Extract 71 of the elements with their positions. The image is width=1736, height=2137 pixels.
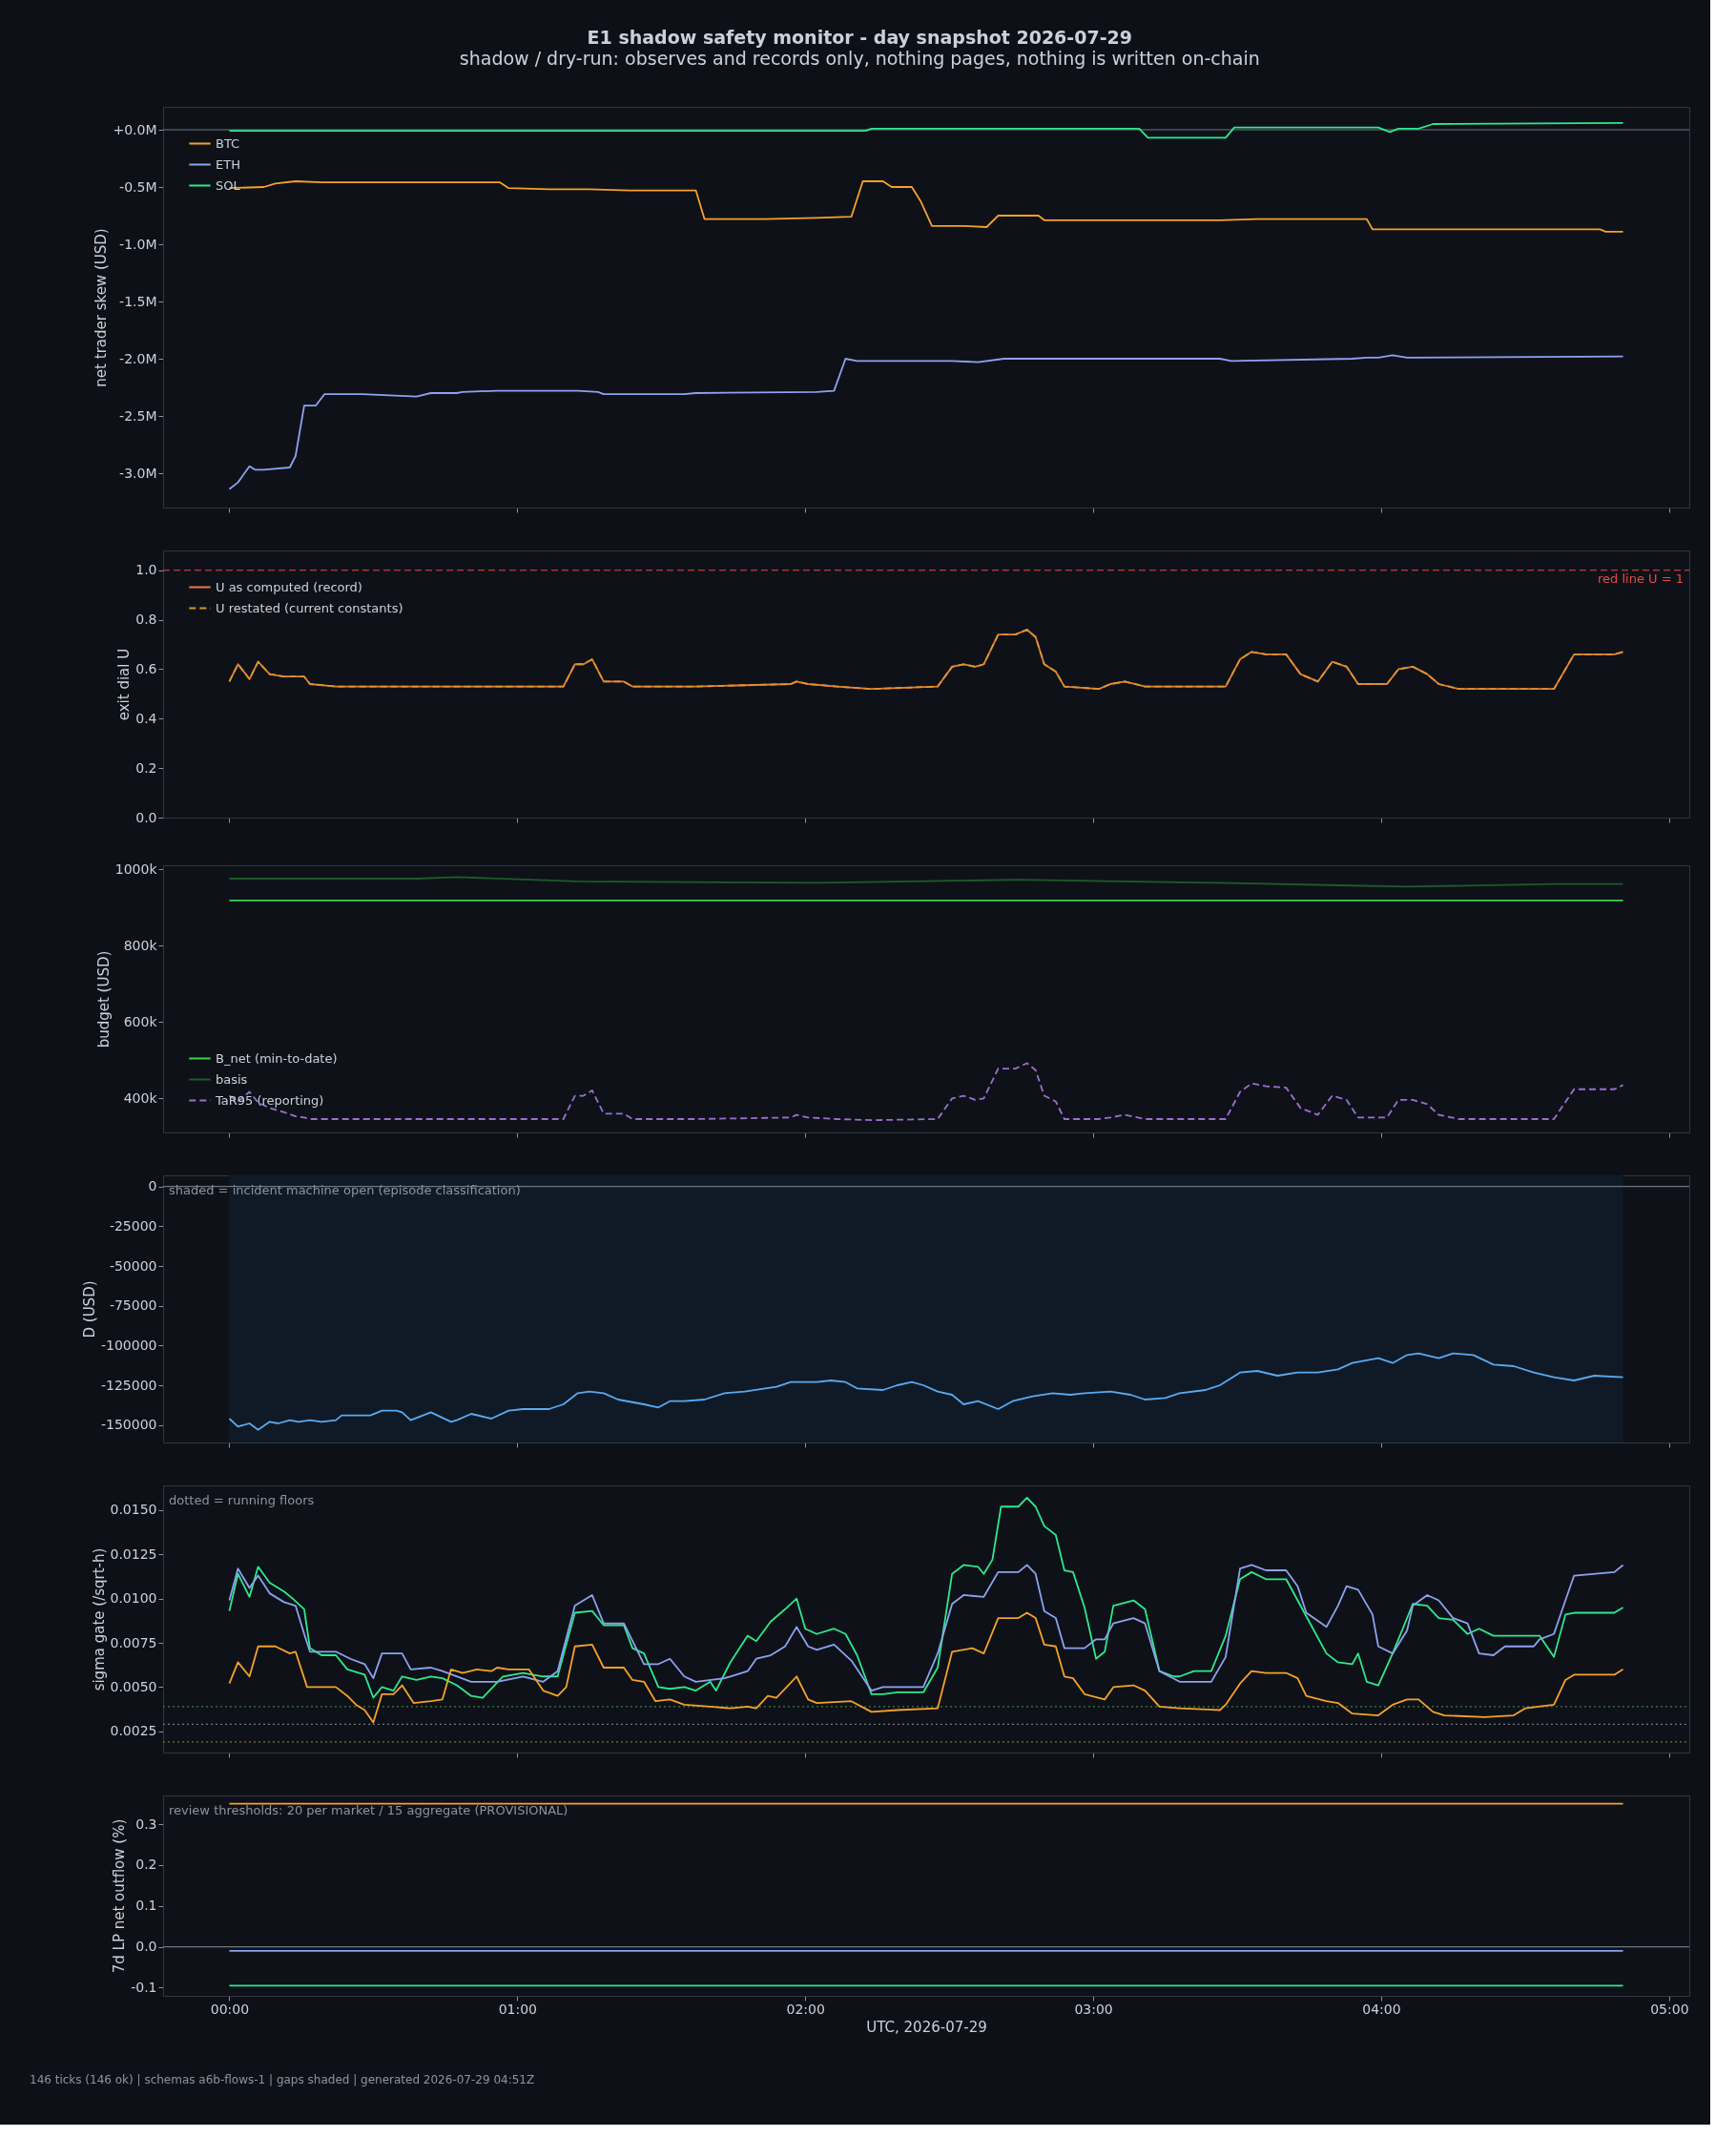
x-tick-label: 00:00 — [210, 2001, 250, 2017]
y-tick-label: 0.6 — [135, 660, 157, 676]
y-tick-label: 0.0150 — [110, 1502, 157, 1518]
y-tick-label: 600k — [123, 1013, 158, 1029]
y-axis-title: D (USD) — [81, 1280, 98, 1338]
y-tick-label: 0.0025 — [110, 1723, 157, 1739]
legend-label: B_net (min-to-date) — [216, 1050, 338, 1066]
x-tick-label: 04:00 — [1362, 2001, 1401, 2017]
y-tick-label: -3.0M — [119, 465, 157, 481]
legend-label: basis — [216, 1071, 248, 1087]
line-series — [228, 354, 1624, 490]
y-tick-label: -0.5M — [119, 178, 157, 195]
y-axis-title: sigma gate (/sqrt-h) — [90, 1547, 108, 1691]
y-tick-label: -1.0M — [119, 236, 157, 252]
y-tick-label: +0.0M — [113, 121, 157, 137]
chart-subtitle: shadow / dry-run: observes and records only, nothing pages, nothing is written on-chain — [459, 47, 1260, 69]
y-axis-title: budget (USD) — [94, 950, 113, 1048]
text: 146 ticks (146 ok) | schemas a6b-flows-1 | gaps shaded | generated 2026-07-29 04:51Z — [30, 2073, 535, 2086]
y-tick-label: 0.2 — [135, 759, 157, 776]
y-tick-label: -2.0M — [119, 350, 157, 366]
legend-label: TaR95 (reporting) — [215, 1092, 324, 1108]
x-tick-label: 05:00 — [1650, 2001, 1689, 2017]
annotation: dotted = running floors — [169, 1493, 315, 1507]
y-tick-label: -100000 — [101, 1337, 157, 1353]
y-tick-label: 1.0 — [135, 562, 157, 578]
line-series — [228, 1352, 1624, 1431]
legend-label: U restated (current constants) — [216, 600, 403, 615]
y-tick-label: 0.0 — [135, 1939, 157, 1955]
y-tick-label: 0.0 — [135, 809, 157, 825]
line-series — [228, 1611, 1624, 1724]
y-tick-label: 1000k — [114, 861, 158, 877]
x-axis-title: UTC, 2026-07-29 — [866, 2018, 987, 2036]
legend-label: BTC — [216, 135, 240, 151]
x-tick-label: 01:00 — [498, 2001, 537, 2017]
y-tick-label: 0.0075 — [110, 1634, 157, 1650]
legend-label: ETH — [216, 156, 240, 172]
y-tick-label: -125000 — [101, 1377, 157, 1393]
line-series — [228, 121, 1624, 139]
y-axis-title: net trader skew (USD) — [93, 228, 111, 387]
y-tick-label: -2.5M — [119, 407, 157, 424]
legend-label: SOL — [216, 177, 241, 193]
y-tick-label: 400k — [123, 1089, 158, 1106]
y-tick-label: 800k — [123, 937, 158, 953]
line-series — [228, 1497, 1624, 1699]
y-tick-label: 0.1 — [135, 1898, 157, 1914]
y-tick-label: 0.4 — [135, 710, 157, 726]
y-axis-title: exit dial U — [115, 648, 134, 721]
y-tick-label: 0 — [148, 1178, 157, 1194]
y-tick-label: -25000 — [109, 1217, 157, 1234]
band-label: shaded = incident machine open (episode classification) — [169, 1183, 521, 1197]
y-tick-label: 0.0100 — [110, 1590, 157, 1607]
y-tick-label: 0.2 — [135, 1857, 157, 1873]
y-tick-label: -1.5M — [119, 293, 157, 309]
y-tick-label: 0.0125 — [110, 1546, 157, 1562]
y-axis-title: 7d LP net outflow (%) — [111, 1818, 129, 1974]
x-tick-label: 02:00 — [786, 2001, 825, 2017]
line-series — [228, 629, 1624, 691]
y-tick-label: 0.0050 — [110, 1678, 157, 1694]
y-tick-label: -75000 — [109, 1297, 157, 1314]
chart-title: E1 shadow safety monitor - day snapshot 2026-07-29 — [587, 26, 1132, 48]
ref-line-label: red line U = 1 — [1598, 571, 1684, 586]
line-series — [228, 876, 1624, 888]
y-tick-label: -0.1 — [131, 1979, 157, 1995]
y-tick-label: -50000 — [109, 1257, 157, 1274]
legend-label: U as computed (record) — [216, 579, 362, 594]
y-tick-label: -150000 — [101, 1417, 157, 1433]
y-tick-label: 0.8 — [135, 612, 157, 628]
x-tick-label: 03:00 — [1074, 2001, 1113, 2017]
annotation: review thresholds: 20 per market / 15 aggregate (PROVISIONAL) — [169, 1803, 568, 1817]
line-series — [228, 1564, 1624, 1691]
y-tick-label: 0.3 — [135, 1815, 157, 1832]
